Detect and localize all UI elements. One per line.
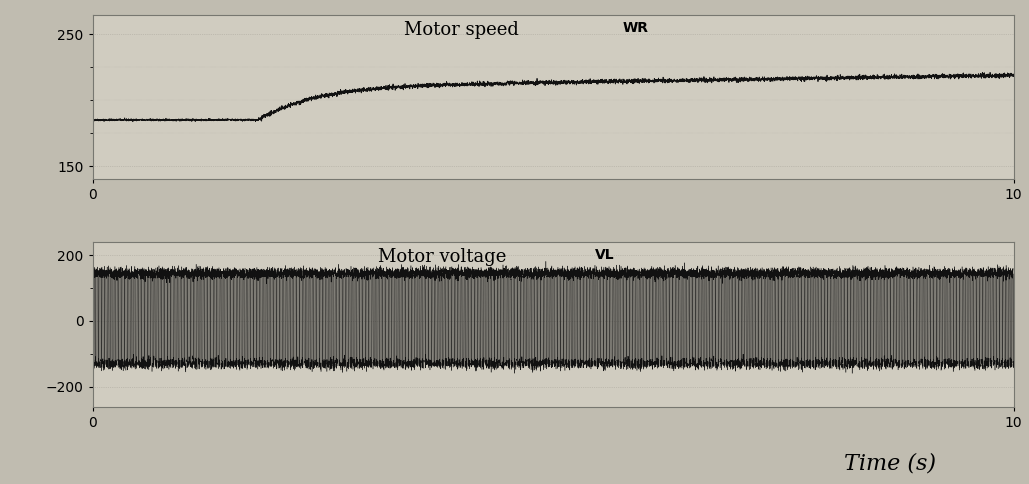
Text: Motor speed: Motor speed <box>403 21 519 39</box>
Text: Time (s): Time (s) <box>844 453 935 474</box>
Text: Motor voltage: Motor voltage <box>379 248 506 266</box>
Text: VL: VL <box>595 248 614 262</box>
Text: WR: WR <box>623 21 648 35</box>
